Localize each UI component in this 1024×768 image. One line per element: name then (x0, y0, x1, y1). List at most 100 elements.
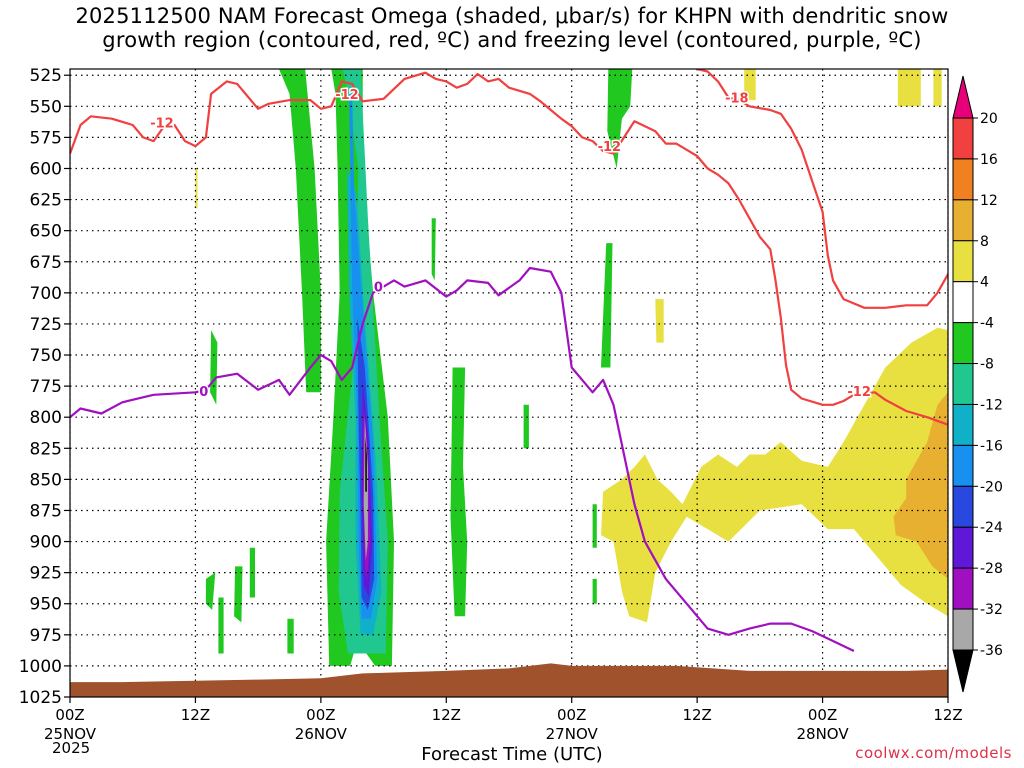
plot-frame (69, 68, 949, 698)
colorbar-segment (952, 363, 974, 405)
y-tick-label: 575 (30, 128, 62, 148)
contour-label-0: -12 (150, 116, 174, 131)
title-line-1: 2025112500 NAM Forecast Omega (shaded, μ… (75, 4, 949, 28)
y-tick-label: 1000 (19, 657, 62, 677)
y-tick-label: 950 (30, 595, 62, 615)
colorbar-label: 20 (980, 111, 998, 127)
contour-label-5: 0 (199, 385, 208, 400)
omega-shade-neg4-17 (450, 367, 468, 617)
x-tick-label: 00Z (306, 706, 335, 724)
omega-shade-neg4-12 (218, 597, 224, 654)
colorbar-label: 16 (980, 152, 998, 168)
contour-label-2: -12 (598, 140, 622, 155)
y-tick-label: 600 (30, 159, 62, 179)
colorbar-segment (952, 117, 974, 160)
colorbar-segment (952, 608, 974, 651)
x-tick-label: 12Z (682, 706, 711, 724)
y-tick-label: 1025 (19, 688, 62, 708)
y-tick-label: 700 (30, 284, 62, 304)
omega-shade-pos4-2 (655, 299, 664, 343)
omega-shade-neg4-21 (592, 504, 597, 548)
colorbar-label: -12 (980, 397, 1003, 413)
colorbar-label: -8 (980, 357, 994, 373)
omega-shade-neg4-10 (210, 330, 218, 405)
terrain-fill (70, 663, 948, 697)
y-tick-label: 625 (30, 191, 62, 211)
colorbar-segment (952, 240, 974, 283)
omega-shade-neg4-15 (287, 618, 294, 654)
plot-area: -12 -12 -12 -18 -12 0 0 (70, 69, 948, 697)
title-line-2: growth region (contoured, red, ºC) and f… (102, 28, 922, 52)
x-tick-label: 00Z (55, 706, 84, 724)
chart-title: 2025112500 NAM Forecast Omega (shaded, μ… (0, 4, 1024, 52)
omega-shade-pos4-0 (601, 327, 948, 623)
x-tick-date-label: 26NOV (295, 725, 348, 743)
colorbar-label: 8 (980, 234, 989, 250)
y-tick-label: 875 (30, 501, 62, 521)
omega-shade-pos4-6 (195, 168, 198, 209)
colorbar-segment (952, 403, 974, 446)
contour-label-1: -12 (335, 88, 359, 103)
colorbar-label: -4 (980, 316, 994, 332)
colorbar-label: -32 (980, 602, 1003, 618)
dgz-isotherm-1 (696, 69, 948, 309)
freezing-level-line (70, 266, 855, 652)
y-tick-label: 825 (30, 439, 62, 459)
colorbar-label: -36 (980, 643, 1003, 659)
year-label: 2025 (52, 739, 91, 757)
colorbar-label: -16 (980, 438, 1003, 454)
y-tick-label: 850 (30, 470, 62, 490)
x-tick-label: 12Z (181, 706, 210, 724)
colorbar-label: 4 (980, 275, 989, 291)
colorbar-segment (952, 281, 974, 324)
colorbar-bottom-triangle (952, 649, 974, 693)
colorbar-segment (952, 526, 974, 569)
omega-shade-neg4-0 (279, 69, 321, 393)
x-tick-date-label: 25NOV (44, 725, 97, 743)
colorbar-label: 12 (980, 193, 998, 209)
colorbar-label: -20 (980, 479, 1003, 495)
colorbar-label: -28 (980, 561, 1003, 577)
y-tick-label: 650 (30, 222, 62, 242)
omega-shade-neg4-22 (592, 578, 597, 604)
x-tick-date-label: 27NOV (546, 725, 599, 743)
omega-shade-neg4-18 (523, 404, 529, 449)
colorbar-segment (952, 322, 974, 365)
omega-shade-neg4-13 (234, 566, 243, 623)
y-tick-label: 525 (30, 66, 62, 86)
y-tick-label: 975 (30, 626, 62, 646)
colorbar: 20 16 12 8 4 -4 -8 -12 -16 -20 -24 -28 -32 -36 (952, 75, 1003, 693)
axes: 525 550 575 600 625 650 675 700 725 750 775 800 825 8… (19, 66, 963, 743)
credit-link[interactable]: coolwx.com/models (855, 744, 1012, 762)
x-tick-label: 00Z (808, 706, 837, 724)
y-tick-label: 925 (30, 564, 62, 584)
y-tick-label: 800 (30, 408, 62, 428)
x-tick-label: 12Z (933, 706, 962, 724)
colorbar-label: -24 (980, 520, 1003, 536)
omega-shade-neg4-19 (601, 243, 613, 368)
colorbar-segment (952, 199, 974, 242)
omega-shade-pos4-4 (897, 69, 921, 107)
omega-shade-neg4-11 (205, 572, 216, 610)
omega-shade-neg4-16 (431, 218, 436, 281)
y-tick-label: 725 (30, 315, 62, 335)
contour-label-4: -12 (847, 385, 871, 400)
contour-label-3: -18 (725, 92, 749, 107)
colorbar-top-triangle (952, 75, 974, 119)
colorbar-segment (952, 158, 974, 201)
x-tick-date-label: 28NOV (797, 725, 850, 743)
colorbar-segment (952, 567, 974, 610)
omega-shade-pos4-3 (744, 69, 756, 101)
omega-shade-neg36-9 (365, 435, 367, 492)
omega-shade-pos8-1 (893, 392, 948, 579)
x-tick-label: 12Z (432, 706, 461, 724)
y-tick-label: 775 (30, 377, 62, 397)
y-tick-label: 550 (30, 97, 62, 117)
colorbar-segment (952, 444, 974, 487)
y-tick-label: 675 (30, 253, 62, 273)
y-tick-label: 750 (30, 346, 62, 366)
x-tick-label: 00Z (557, 706, 586, 724)
omega-shade-pos4-5 (933, 69, 942, 107)
contour-label-6: 0 (374, 281, 383, 296)
